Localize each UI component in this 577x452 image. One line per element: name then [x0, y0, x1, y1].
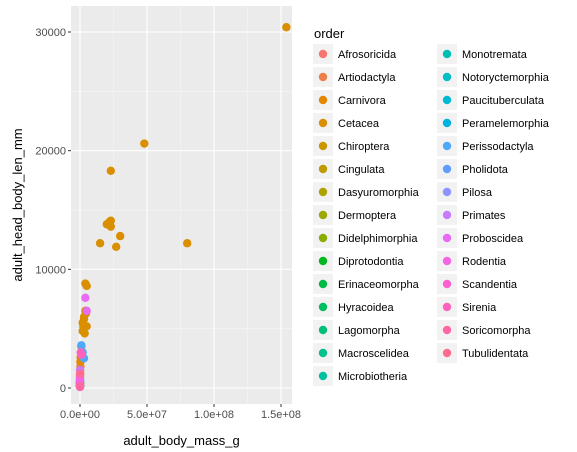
x-tick-label: 1.5e+08 — [261, 409, 301, 421]
data-point — [106, 216, 116, 225]
data-point — [75, 382, 85, 391]
data-point — [140, 139, 149, 148]
y-axis: 0 10000 20000 30000 — [35, 27, 71, 395]
legend-label: Carnivora — [338, 95, 387, 107]
legend-label: Primates — [462, 210, 506, 222]
legend-label: Lagomorpha — [338, 325, 401, 337]
legend-key-dot — [318, 371, 328, 381]
legend-label: Tubulidentata — [462, 348, 529, 360]
legend-key-dot — [318, 302, 328, 312]
legend-label: Proboscidea — [462, 233, 524, 245]
legend-key-dot — [442, 118, 452, 128]
major-gridlines — [71, 6, 292, 404]
legend-key-dot — [442, 72, 452, 82]
y-tick-label: 30000 — [35, 27, 66, 39]
legend-label: Artiodactyla — [338, 72, 396, 84]
legend-label: Didelphimorphia — [338, 233, 418, 245]
data-point — [106, 222, 116, 231]
legend-key-dot — [318, 210, 328, 220]
x-tick-label: 1.0e+08 — [194, 409, 234, 421]
legend-key-dot — [318, 72, 328, 82]
legend-key-dot — [442, 233, 452, 243]
legend-label: Cetacea — [338, 118, 380, 130]
legend-label: Erinaceomorpha — [338, 279, 420, 291]
minor-gridlines — [71, 6, 292, 404]
legend-title: order — [314, 26, 345, 41]
legend-key-dot — [442, 279, 452, 289]
legend-key-dot — [318, 141, 328, 151]
data-point — [82, 306, 91, 316]
legend-key-dot — [442, 164, 452, 174]
y-tick-label: 10000 — [35, 264, 66, 276]
y-tick-label: 0 — [60, 383, 66, 395]
legend: order Afrosoricida Artiodactyla Carnivora C… — [313, 26, 550, 386]
legend-label: Chiroptera — [338, 141, 390, 153]
legend-label: Dasyuromorphia — [338, 187, 420, 199]
panel-background — [71, 6, 292, 404]
data-point — [116, 231, 125, 241]
data-point — [82, 322, 91, 331]
legend-label: Pilosa — [462, 187, 493, 199]
legend-label: Pholidota — [462, 164, 509, 176]
legend-key-dot — [442, 302, 452, 312]
data-point — [75, 369, 85, 378]
legend-label: Scandentia — [462, 279, 518, 291]
legend-key-dot — [318, 279, 328, 289]
data-points — [75, 23, 291, 392]
legend-label: Soricomorpha — [462, 325, 531, 337]
legend-key-dot — [318, 187, 328, 197]
legend-label: Monotremata — [462, 49, 528, 61]
legend-label: Microbiotheria — [338, 371, 408, 383]
legend-label: Afrosoricida — [338, 49, 397, 61]
legend-label: Cingulata — [338, 164, 385, 176]
data-point — [282, 23, 291, 32]
legend-key-dot — [442, 187, 452, 197]
legend-label: Hyracoidea — [338, 302, 395, 314]
legend-label: Rodentia — [462, 256, 507, 268]
data-point — [80, 329, 89, 338]
legend-key-dot — [442, 49, 452, 59]
data-point — [82, 281, 91, 291]
legend-key-dot — [318, 233, 328, 243]
legend-label: Dermoptera — [338, 210, 397, 222]
legend-key-dot — [318, 164, 328, 174]
data-point — [183, 239, 192, 248]
legend-key-dot — [318, 95, 328, 105]
legend-key-dot — [442, 95, 452, 105]
legend-key-dot — [318, 348, 328, 358]
legend-label: Macroscelidea — [338, 348, 410, 360]
legend-key-dot — [318, 325, 328, 335]
y-tick-label: 20000 — [35, 146, 66, 158]
x-tick-label: 0.0e+00 — [60, 409, 100, 421]
legend-key-dot — [442, 210, 452, 220]
legend-label: Diprotodontia — [338, 256, 404, 268]
data-point — [77, 341, 86, 350]
x-axis: 0.0e+00 5.0e+07 1.0e+08 1.5e+08 — [60, 404, 301, 421]
legend-label: Peramelemorphia — [462, 118, 550, 130]
legend-label: Perissodactyla — [462, 141, 534, 153]
y-axis-title: adult_head_body_len_mm — [10, 128, 25, 281]
data-point — [111, 242, 121, 251]
data-point — [106, 166, 116, 176]
legend-label: Paucituberculata — [462, 95, 545, 107]
data-point — [81, 293, 90, 303]
x-axis-title: adult_body_mass_g — [123, 433, 239, 448]
legend-key-dot — [442, 348, 452, 358]
legend-key-dot — [442, 141, 452, 151]
data-point — [95, 239, 105, 248]
legend-label: Sirenia — [462, 302, 497, 314]
legend-key-dot — [318, 49, 328, 59]
legend-key-dot — [318, 118, 328, 128]
data-point — [77, 350, 86, 359]
legend-key-dot — [442, 256, 452, 266]
legend-key-dot — [318, 256, 328, 266]
x-tick-label: 5.0e+07 — [127, 409, 167, 421]
legend-label: Notoryctemorphia — [462, 72, 550, 84]
legend-key-dot — [442, 325, 452, 335]
